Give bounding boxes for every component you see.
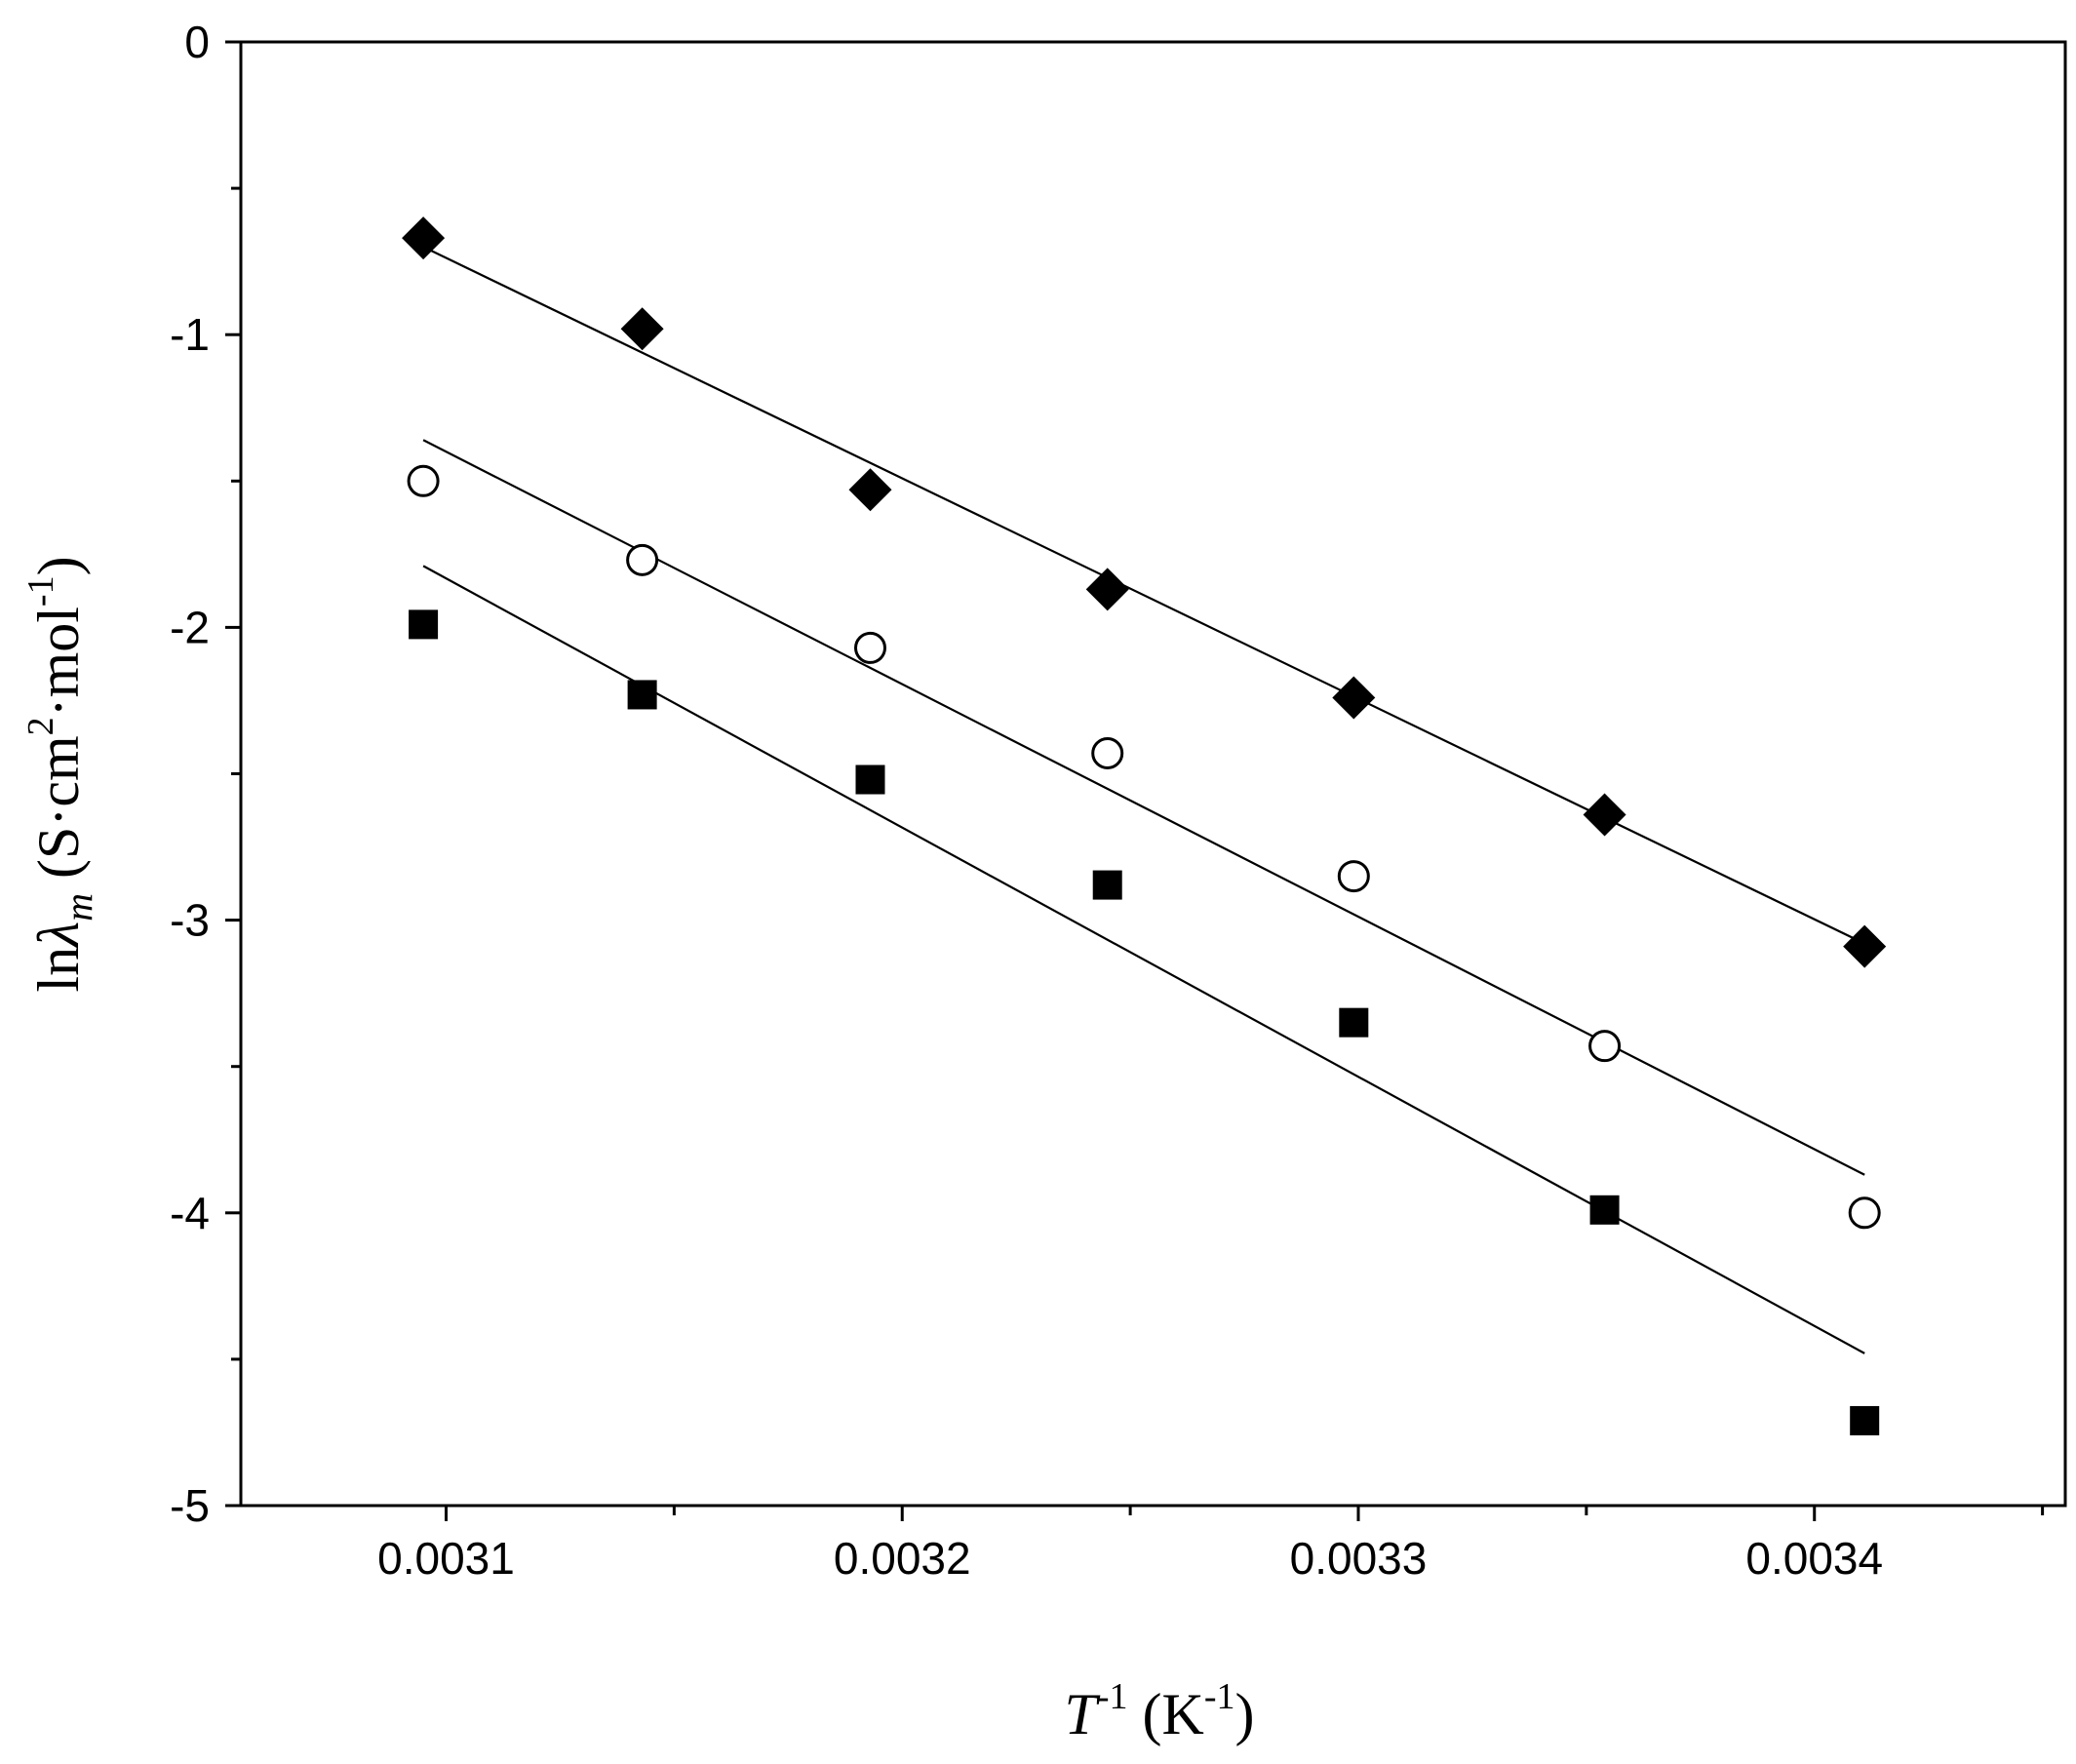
- y-tick-label: -4: [170, 1188, 210, 1238]
- diamond-point: [1332, 676, 1376, 720]
- diamond-point: [620, 307, 664, 351]
- x-tick-label: 0.0033: [1290, 1533, 1428, 1584]
- circle-point: [407, 464, 440, 497]
- plot-frame: [239, 40, 2067, 1508]
- x-axis-title: T-1 (K-1): [1065, 1676, 1255, 1746]
- y-tick-label: 0: [184, 17, 210, 67]
- data-markers: [402, 216, 1887, 1435]
- square-point: [855, 764, 885, 795]
- circle-point: [1848, 1196, 1881, 1230]
- square-point: [409, 609, 439, 640]
- diamond-point: [1583, 793, 1626, 837]
- diamond-point: [1085, 568, 1129, 611]
- circle-point: [626, 543, 659, 576]
- square-point: [1589, 1195, 1620, 1225]
- fit-line-circle-open: [422, 439, 1865, 1176]
- fit-line-square-filled: [422, 565, 1865, 1354]
- circle-point: [1337, 860, 1370, 893]
- y-tick-label: -1: [170, 309, 210, 360]
- diamond-point: [1843, 924, 1887, 968]
- square-point: [1850, 1405, 1880, 1435]
- diamond-point: [402, 216, 446, 260]
- diamond-point: [848, 468, 892, 512]
- y-tick-label: -2: [170, 602, 210, 652]
- x-tick-label: 0.0034: [1745, 1533, 1883, 1584]
- fit-line-diamond-filled: [422, 246, 1865, 945]
- y-tick-label: -5: [170, 1480, 210, 1531]
- square-point: [1339, 1007, 1369, 1038]
- square-point: [627, 680, 657, 710]
- tick-labels: 0.0031 0.0032 0.0033 0.0034 0 -1 -2 -3 -4 -5: [170, 17, 1883, 1584]
- x-tick-label: 0.0031: [377, 1533, 515, 1584]
- y-tick-label: -3: [170, 895, 210, 946]
- square-point: [1092, 870, 1122, 900]
- x-tick-label: 0.0032: [834, 1533, 971, 1584]
- circle-point: [1588, 1030, 1622, 1063]
- axes: [225, 40, 2067, 1521]
- fit-lines: [422, 246, 1865, 1354]
- circle-point: [853, 631, 886, 664]
- circle-point: [1091, 736, 1124, 769]
- y-axis-title: lnλm (S·cm2·mol-1): [20, 556, 100, 992]
